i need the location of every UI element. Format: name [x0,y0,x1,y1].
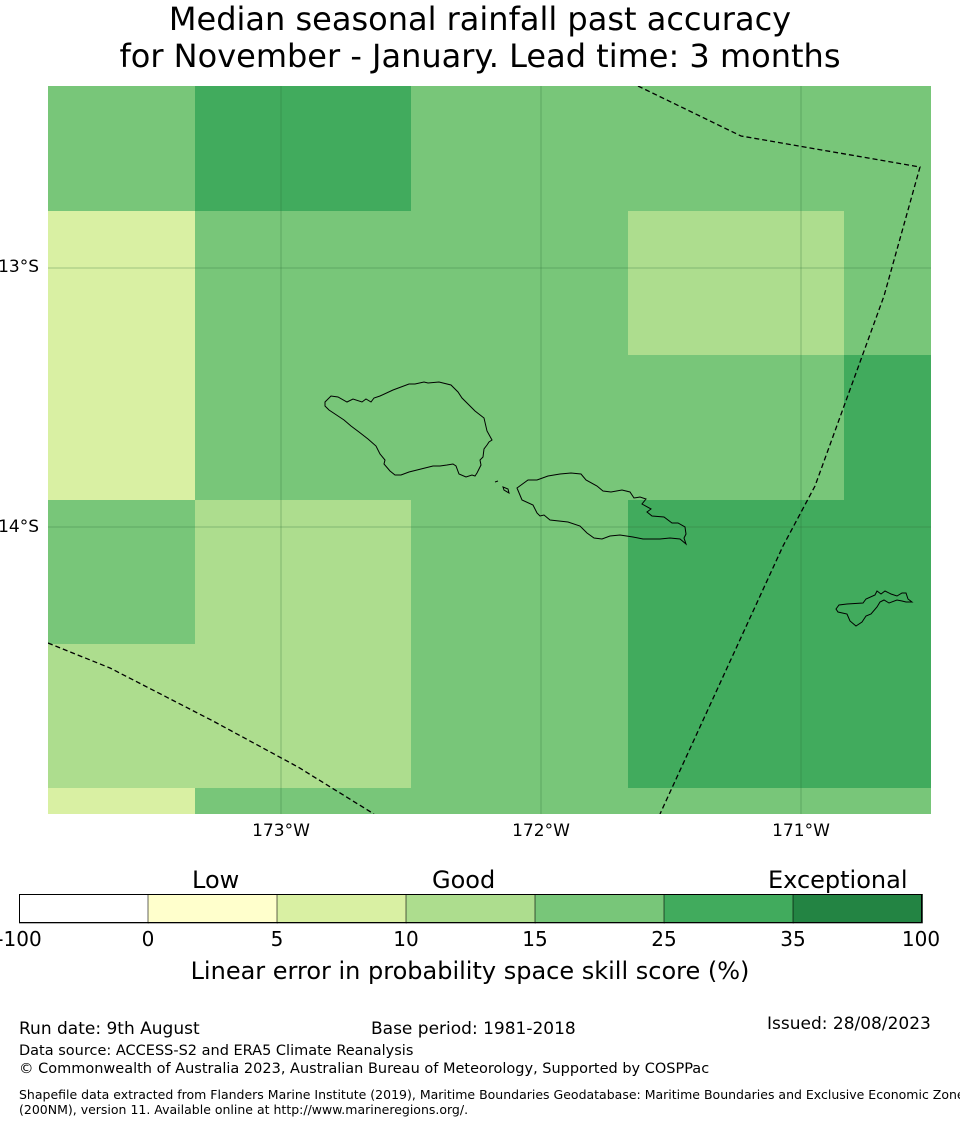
colorbar-tick: 100 [901,927,941,951]
savaii-island [324,381,493,478]
grid-cell [628,355,844,500]
colorbar-axis-label: Linear error in probability space skill … [190,957,750,985]
map-canvas [47,85,931,815]
colorbar-tick: 0 [141,927,155,951]
lat-label-13s: 13°S [0,257,39,277]
grid-cell [411,86,931,211]
grid-cell [195,788,628,814]
lon-label-172w: 172°W [512,821,570,841]
grid-cell [628,788,931,814]
colorbar [19,894,923,924]
grid-cell [628,211,844,355]
colorbar-swatch [792,894,923,924]
grid-cell [411,500,628,788]
base-period: Base period: 1981-2018 [371,1019,576,1039]
shapefile-credit-line-1: Shapefile data extracted from Flanders M… [19,1087,960,1102]
skill-score-map [47,85,931,815]
lon-label-173w: 173°W [252,821,310,841]
colorbar-tick: 25 [651,927,677,951]
eez-boundaries [47,85,921,815]
map-title-line-2: for November - January. Lead time: 3 mon… [119,37,841,75]
colorbar-swatches [19,894,923,924]
grid-cell [195,500,411,788]
colorbar-category-exceptional: Exceptional [768,866,908,894]
grid-cell [195,211,628,500]
grid-cell [628,500,931,788]
colorbar-swatch [663,894,794,924]
colorbar-tick: 15 [522,927,548,951]
colorbar-swatch [534,894,665,924]
manono-island [502,486,510,495]
copyright: © Commonwealth of Australia 2023, Austra… [19,1061,710,1077]
colorbar-tick: 5 [270,927,284,951]
skill-grid [48,86,931,814]
grid-cell [48,644,195,788]
graticule [48,86,931,814]
shapefile-credit-line-2: (200NM), version 11. Available online at… [19,1102,469,1117]
issued-date: Issued: 28/08/2023 [767,1014,931,1034]
lat-label-14s: 14°S [0,517,39,537]
colorbar-category-low: Low [192,866,240,894]
colorbar-swatch [147,894,278,924]
coastlines [324,381,914,627]
apolima-island [494,480,499,483]
colorbar-swatch [405,894,536,924]
upolu-island [516,472,688,546]
run-date: Run date: 9th August [19,1019,200,1039]
grid-cell [195,86,411,211]
colorbar-tick: 35 [780,927,806,951]
grid-cell [48,211,195,500]
colorbar-swatch [19,894,149,924]
data-source: Data source: ACCESS-S2 and ERA5 Climate … [19,1043,414,1059]
colorbar-swatch [276,894,407,924]
tutuila-island [835,590,914,627]
grid-cell [48,788,195,814]
lon-label-171w: 171°W [772,821,830,841]
colorbar-tick: 10 [393,927,419,951]
eez-boundary-southwest [47,642,375,815]
grid-cell [48,86,195,211]
grid-cell [844,355,931,500]
colorbar-tick: -100 [0,927,42,951]
grid-cell [48,500,195,644]
colorbar-category-good: Good [432,866,496,894]
eez-boundary-east [637,85,921,815]
map-title-line-1: Median seasonal rainfall past accuracy [168,0,792,38]
